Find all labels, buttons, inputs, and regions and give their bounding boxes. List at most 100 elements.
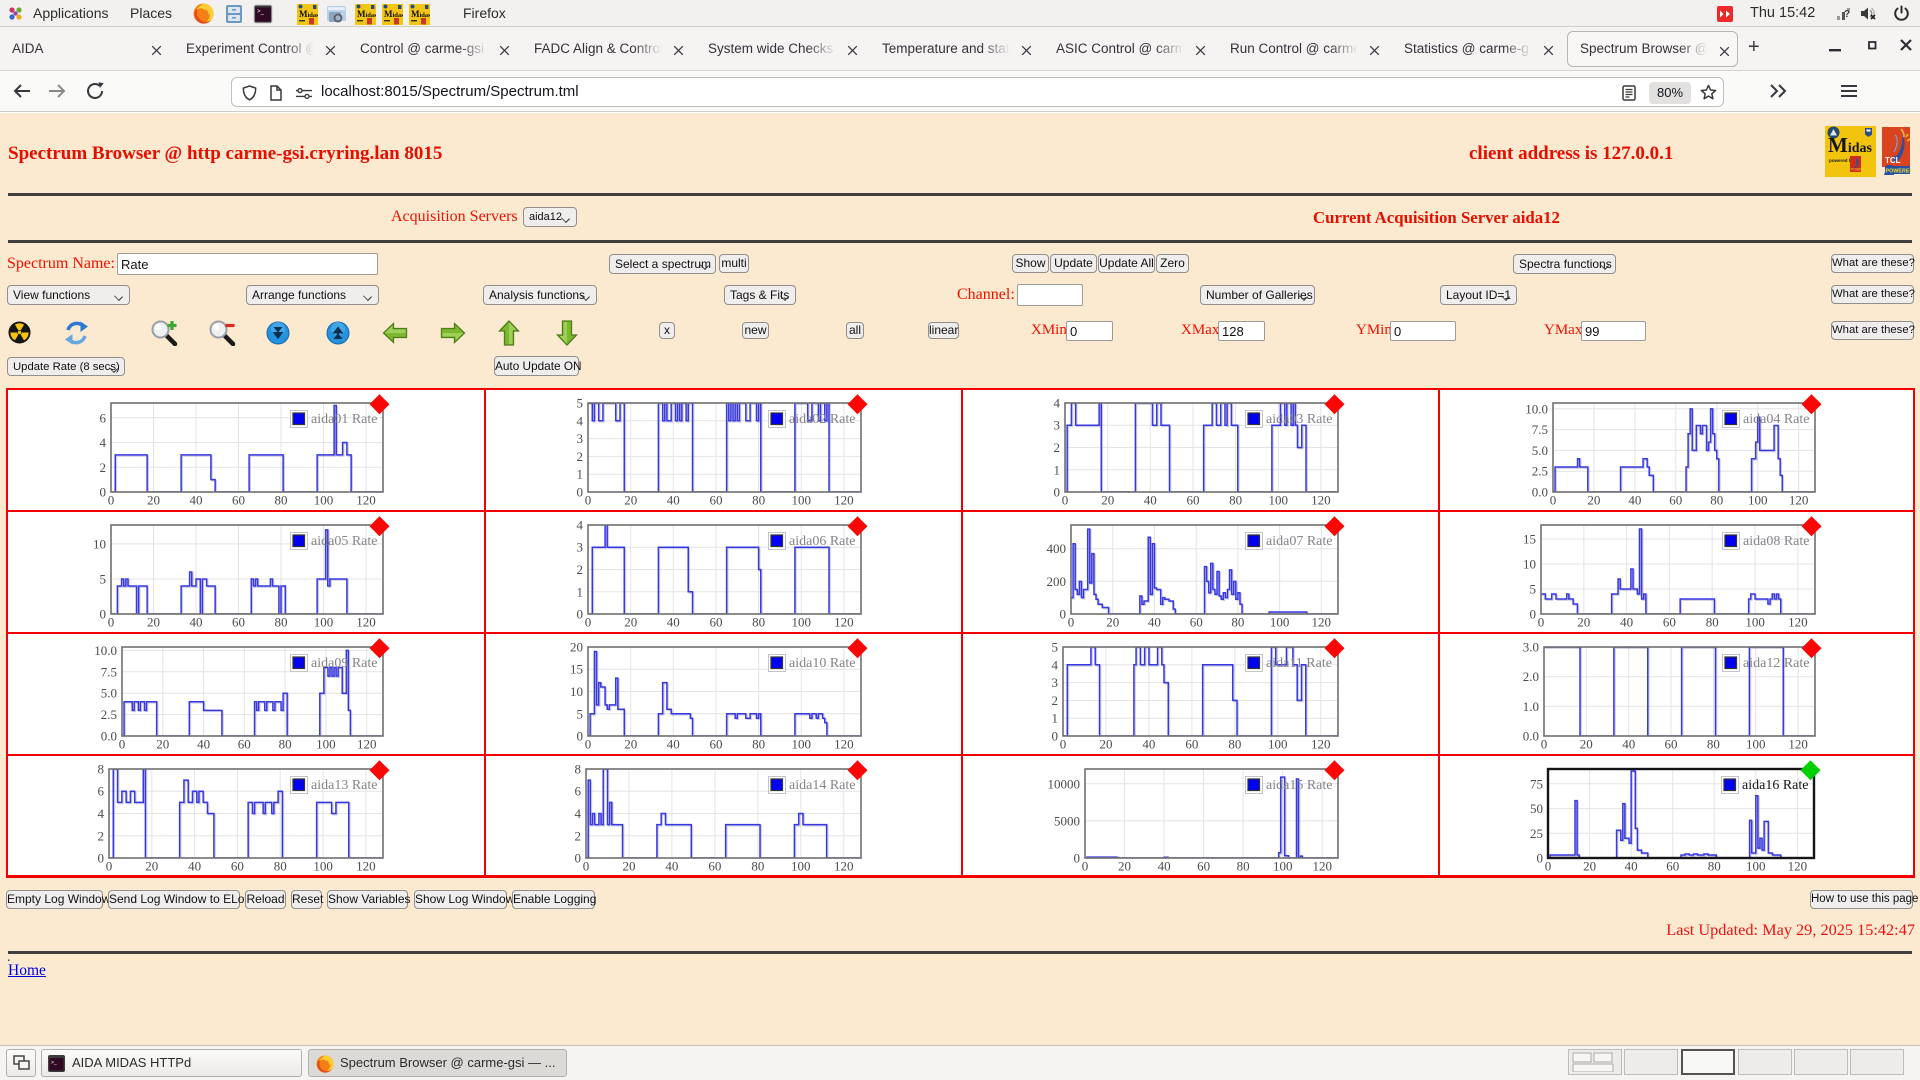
svg-text:120: 120	[1311, 737, 1331, 752]
svg-text:100: 100	[791, 615, 811, 630]
svg-text:20: 20	[1583, 859, 1596, 874]
svg-text:10000: 10000	[1047, 776, 1080, 791]
svg-text:100: 100	[791, 859, 811, 874]
svg-text:20: 20	[622, 859, 635, 874]
svg-text:>_: >_	[257, 9, 265, 15]
svg-text:5000: 5000	[1054, 813, 1080, 828]
svg-text:40: 40	[1622, 737, 1635, 752]
svg-text:8: 8	[574, 762, 581, 777]
svg-text:20: 20	[156, 737, 169, 752]
svg-text:0: 0	[576, 607, 583, 622]
svg-text:TCL: TCL	[1885, 156, 1901, 165]
svg-text:60: 60	[1186, 493, 1199, 508]
svg-text:100: 100	[1268, 493, 1288, 508]
svg-text:4: 4	[576, 518, 583, 533]
svg-text:120: 120	[834, 737, 854, 752]
svg-text:80: 80	[275, 493, 288, 508]
svg-text:100: 100	[314, 615, 334, 630]
svg-text:Midas: Midas	[299, 9, 318, 19]
svg-text:80: 80	[279, 737, 292, 752]
svg-text:0: 0	[108, 493, 115, 508]
svg-text:20: 20	[1118, 859, 1131, 874]
svg-text:20: 20	[147, 615, 160, 630]
svg-text:4: 4	[576, 413, 583, 428]
svg-text:100: 100	[1269, 615, 1289, 630]
svg-text:1: 1	[1051, 711, 1058, 726]
svg-text:0: 0	[1545, 859, 1552, 874]
svg-text:0.0: 0.0	[101, 729, 117, 744]
svg-text:aida01 Rate: aida01 Rate	[311, 412, 377, 427]
svg-text:aida07 Rate: aida07 Rate	[1266, 534, 1332, 549]
svg-text:4: 4	[100, 435, 107, 450]
svg-text:20: 20	[624, 493, 637, 508]
svg-text:4: 4	[1051, 657, 1058, 672]
svg-text:?: ?	[1844, 9, 1850, 20]
svg-text:120: 120	[357, 737, 377, 752]
svg-text:10.0: 10.0	[94, 643, 117, 658]
svg-text:80: 80	[752, 737, 765, 752]
svg-text:20: 20	[570, 640, 583, 655]
svg-text:60: 60	[1663, 615, 1676, 630]
svg-text:40: 40	[1157, 859, 1170, 874]
svg-text:2: 2	[98, 828, 105, 843]
svg-text:60: 60	[709, 615, 722, 630]
svg-text:120: 120	[834, 859, 854, 874]
svg-text:0: 0	[98, 851, 105, 866]
svg-text:0.0: 0.0	[1523, 729, 1539, 744]
svg-text:100: 100	[1745, 615, 1765, 630]
svg-text:100: 100	[791, 493, 811, 508]
svg-text:40: 40	[188, 859, 201, 874]
svg-text:60: 60	[1185, 737, 1198, 752]
svg-text:0: 0	[1059, 737, 1066, 752]
svg-text:0: 0	[1541, 737, 1548, 752]
svg-text:aida14 Rate: aida14 Rate	[789, 778, 855, 793]
svg-text:80: 80	[1231, 615, 1244, 630]
svg-text:0: 0	[1537, 851, 1544, 866]
svg-text:0: 0	[584, 493, 591, 508]
svg-text:0: 0	[1061, 493, 1068, 508]
svg-text:80: 80	[751, 859, 764, 874]
svg-text:40: 40	[190, 493, 203, 508]
svg-text:100: 100	[1746, 737, 1766, 752]
svg-text:120: 120	[356, 493, 376, 508]
svg-text:40: 40	[666, 493, 679, 508]
svg-text:120: 120	[834, 615, 854, 630]
svg-text:80: 80	[752, 615, 765, 630]
svg-text:2: 2	[574, 828, 581, 843]
svg-text:8: 8	[98, 762, 105, 777]
svg-text:0: 0	[1051, 729, 1058, 744]
svg-text:80: 80	[274, 859, 287, 874]
svg-text:20: 20	[1106, 615, 1119, 630]
svg-text:100: 100	[314, 493, 334, 508]
svg-text:Midas: Midas	[411, 9, 430, 19]
svg-text:20: 20	[1587, 493, 1600, 508]
svg-text:0: 0	[1538, 615, 1545, 630]
svg-text:80: 80	[1229, 493, 1242, 508]
svg-text:>_: >_	[51, 1060, 57, 1066]
svg-text:1: 1	[576, 467, 583, 482]
svg-text:aida11 Rate: aida11 Rate	[1266, 656, 1332, 671]
svg-text:0.0: 0.0	[1532, 485, 1548, 500]
svg-text:60: 60	[1666, 859, 1679, 874]
svg-text:80: 80	[752, 493, 765, 508]
svg-text:0: 0	[119, 737, 126, 752]
svg-text:3: 3	[576, 431, 583, 446]
svg-text:60: 60	[1189, 615, 1202, 630]
svg-text:120: 120	[1311, 615, 1331, 630]
svg-text:Midas: Midas	[357, 9, 376, 19]
svg-text:80: 80	[1236, 859, 1249, 874]
svg-text:60: 60	[232, 493, 245, 508]
svg-text:40: 40	[1143, 493, 1156, 508]
svg-text:2: 2	[100, 460, 107, 475]
svg-text:10: 10	[93, 536, 106, 551]
svg-text:7.5: 7.5	[101, 664, 117, 679]
svg-text:aida02 Rate: aida02 Rate	[789, 412, 855, 427]
svg-text:6: 6	[98, 784, 105, 799]
svg-text:0: 0	[1073, 851, 1080, 866]
svg-text:60: 60	[231, 859, 244, 874]
svg-text:5: 5	[1051, 640, 1058, 655]
svg-text:5: 5	[1530, 582, 1537, 597]
svg-text:0: 0	[584, 615, 591, 630]
svg-text:40: 40	[665, 859, 678, 874]
svg-text:0: 0	[576, 485, 583, 500]
